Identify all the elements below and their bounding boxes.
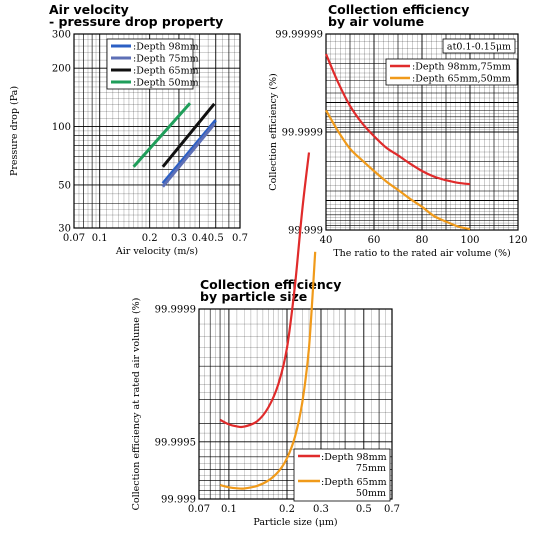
y-tick-label: 100 [52, 122, 71, 133]
y-tick-label: 30 [58, 224, 71, 235]
chart-title-line: - pressure drop property [49, 14, 223, 29]
annotation-box [442, 38, 516, 54]
series-line [219, 152, 311, 429]
x-axis-label: Air velocity (m/s) [115, 246, 198, 257]
series-line [219, 251, 317, 490]
y-tick-label: 99.9995 [155, 437, 196, 448]
legend-label: :Depth 65mm [133, 66, 199, 77]
x-tick-label: 120 [508, 235, 527, 246]
y-tick-label: 99.9999 [155, 305, 196, 316]
legend-label-cont: 75mm [356, 463, 386, 474]
legend-label: :Depth 50mm [133, 78, 199, 89]
chart-title-line: Air velocity [49, 2, 129, 17]
legend-label: :Depth 98mm [133, 42, 199, 53]
legend-box [293, 448, 391, 502]
series-line [161, 123, 216, 188]
x-tick-label: 0.7 [384, 504, 400, 515]
chart-title-line: by particle size [200, 289, 307, 304]
y-tick-label: 99.99999 [275, 30, 323, 41]
series-line [161, 102, 216, 168]
x-tick-label: 0.2 [142, 233, 158, 244]
series-line [161, 119, 217, 185]
x-tick-label: 60 [368, 235, 381, 246]
x-tick-label: 0.5 [208, 233, 224, 244]
x-tick-label: 0.5 [356, 504, 372, 515]
legend-label: :Depth 98mm,75mm [412, 62, 511, 73]
series-line [132, 102, 192, 168]
x-axis-label: Particle size (μm) [253, 517, 337, 528]
y-tick-label: 300 [52, 30, 71, 41]
series-line [324, 53, 471, 186]
x-tick-label: 100 [460, 235, 479, 246]
chart-velocity: Air velocity- pressure drop property 0.07… [9, 2, 248, 257]
y-tick-label: 99.999 [288, 226, 323, 237]
x-tick-label: 40 [320, 235, 333, 246]
series-line [325, 109, 471, 231]
chart-title-line: by air volume [328, 14, 424, 29]
legend-label: :Depth 65mm,50mm [412, 74, 511, 85]
x-tick-label: 0.2 [279, 504, 295, 515]
x-tick-label: 80 [416, 235, 429, 246]
y-tick-label: 99.999 [161, 495, 196, 506]
annotation-text: at0.1-0.15μm [447, 42, 511, 53]
y-tick-label: 50 [58, 180, 71, 191]
chart-title-line: Collection efficiency [200, 277, 341, 292]
x-tick-label: 0.1 [221, 504, 237, 515]
y-tick-label: 99.9999 [282, 128, 323, 139]
x-tick-label: 0.07 [188, 504, 210, 515]
y-axis-label: Collection efficiency (%) [268, 73, 279, 190]
y-axis-label: Collection efficiency at rated air volum… [131, 298, 142, 511]
x-tick-label: 0.7 [232, 233, 248, 244]
x-tick-label: 0.3 [313, 504, 329, 515]
plot-frame [73, 33, 241, 229]
chart-title-line: Collection efficiency [328, 2, 469, 17]
legend-label: :Depth 65mm [321, 477, 387, 488]
legend-label: :Depth 75mm [133, 54, 199, 65]
plot-frame [325, 33, 519, 231]
x-tick-label: 0.1 [92, 233, 108, 244]
y-axis-label: Pressure drop (Pa) [9, 86, 20, 176]
x-tick-label: 0.07 [63, 233, 85, 244]
y-tick-label: 200 [52, 64, 71, 75]
x-axis-label: The ratio to the rated air volume (%) [333, 248, 510, 259]
x-tick-label: 0.4 [192, 233, 208, 244]
x-tick-label: 0.3 [171, 233, 187, 244]
legend-label: :Depth 98mm [321, 452, 387, 463]
legend-box [385, 58, 518, 86]
legend-label-cont: 50mm [356, 488, 386, 499]
